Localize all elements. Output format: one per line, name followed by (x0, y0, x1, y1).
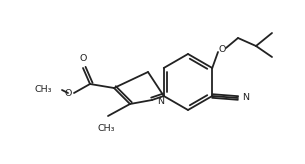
Text: CH₃: CH₃ (97, 124, 115, 133)
Text: O: O (65, 90, 72, 99)
Text: O: O (79, 54, 87, 63)
Text: N: N (157, 98, 164, 106)
Text: CH₃: CH₃ (34, 85, 52, 94)
Text: O: O (218, 45, 226, 54)
Text: N: N (242, 93, 249, 102)
